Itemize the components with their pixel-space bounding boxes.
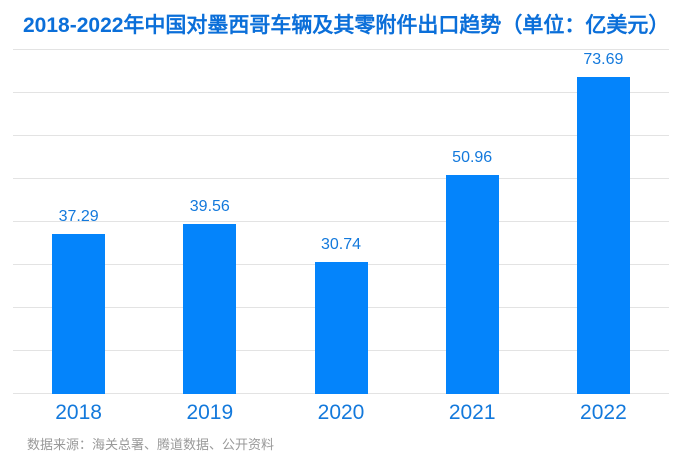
x-axis-label-2021: 2021 [448,401,496,424]
chart-title: 2018-2022年中国对墨西哥车辆及其零附件出口趋势（单位：亿美元） [23,14,670,37]
x-axis-label-2018: 2018 [55,401,102,424]
value-label-2020: 30.74 [320,235,362,253]
value-label-2022: 73.69 [583,51,624,69]
gridline-50 [13,178,669,179]
bar-2022 [576,77,630,394]
value-label-2021: 50.96 [452,148,493,166]
x-axis-label-2020: 2020 [317,401,365,424]
data-source-note: 数据来源：海关总署、腾道数据、公开资料 [27,437,275,452]
gridline-40 [13,221,669,222]
gridline-60 [13,135,669,136]
bar-2020 [314,261,368,394]
bar-2018 [52,233,106,394]
gridline-70 [13,92,669,93]
x-axis-label-2022: 2022 [580,401,627,424]
bar-chart-plot-area: 37.29 2018 39.56 2019 30.74 2020 50.96 2021 73.6… [13,49,669,423]
value-label-2018: 37.29 [58,207,99,225]
value-label-2019: 39.56 [189,197,230,215]
gridline-80 [13,49,669,50]
bar-2021 [445,174,499,394]
bar-2019 [183,223,237,394]
x-axis-label-2019: 2019 [186,401,234,424]
